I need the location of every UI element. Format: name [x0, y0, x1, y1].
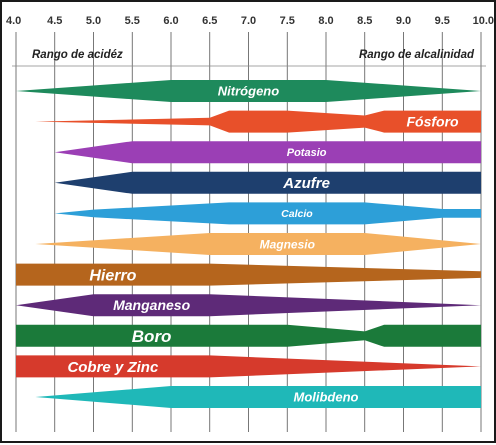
band-magnesio — [35, 233, 482, 255]
band-manganeso — [16, 294, 481, 317]
band-nitrógeno — [16, 80, 481, 102]
x-tick-label: 10.0 — [473, 15, 494, 27]
nutrient-labels: Nitrógeno Fósforo Potasio Azufre Calcio Magne… — [67, 84, 459, 405]
x-tick-label: 6.0 — [163, 15, 178, 27]
band-label: Manganeso — [113, 297, 190, 313]
x-tick-label: 8.0 — [318, 15, 333, 27]
x-tick-label: 5.0 — [86, 15, 101, 27]
band-hierro — [16, 263, 481, 286]
band-molibdeno — [35, 386, 482, 408]
x-tick-label: 7.0 — [241, 15, 256, 27]
x-tick-label: 6.5 — [202, 15, 217, 27]
x-axis-ticks: 4.0 4.5 5.0 5.5 6.0 6.5 7.0 7.5 8.0 8.5 9.0 9.5 10.0 — [6, 15, 494, 27]
x-tick-label: 5.5 — [125, 15, 140, 27]
band-label: Boro — [132, 327, 172, 346]
band-label: Nitrógeno — [218, 84, 279, 99]
band-label: Fósforo — [407, 114, 460, 130]
band-azufre — [54, 171, 482, 194]
band-calcio — [54, 202, 482, 225]
x-tick-label: 4.0 — [6, 15, 21, 27]
band-label: Cobre y Zinc — [67, 359, 159, 376]
band-label: Molibdeno — [294, 390, 359, 405]
band-label: Potasio — [287, 147, 327, 159]
band-label: Calcio — [281, 208, 313, 220]
x-tick-label: 9.5 — [435, 15, 450, 27]
band-potasio — [54, 141, 482, 164]
band-label: Azufre — [282, 175, 330, 192]
band-boro — [16, 324, 481, 347]
x-tick-label: 7.5 — [280, 15, 295, 27]
x-tick-label: 9.0 — [396, 15, 411, 27]
band-label: Hierro — [89, 267, 136, 284]
alkalinity-range-label: Rango de alcalinidad — [359, 49, 475, 61]
band-cobre-y-zinc — [16, 355, 481, 378]
x-tick-label: 4.5 — [47, 15, 62, 27]
band-label: Magnesio — [260, 237, 315, 251]
acidity-range-label: Rango de acidéz — [32, 49, 123, 61]
nutrient-bands — [16, 80, 482, 408]
x-tick-label: 8.5 — [357, 15, 372, 27]
band-fósforo — [35, 110, 482, 133]
